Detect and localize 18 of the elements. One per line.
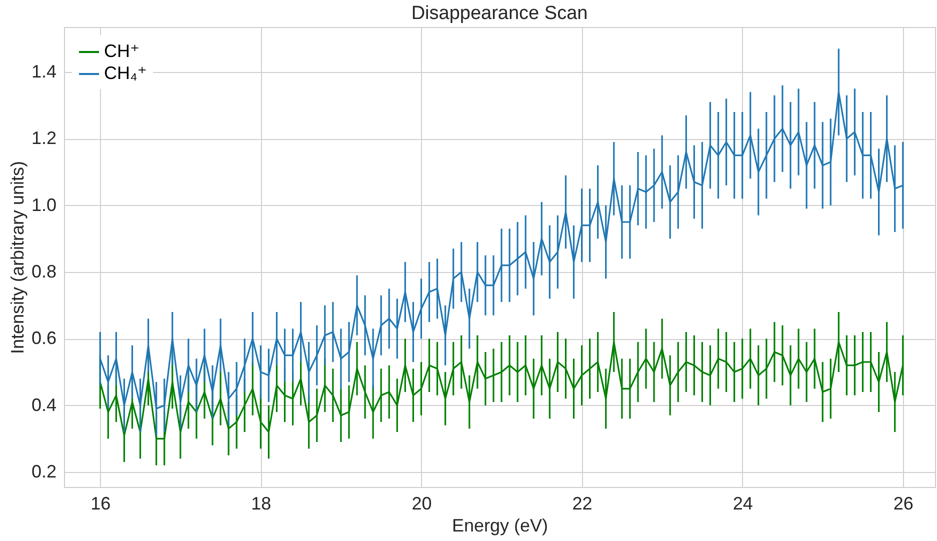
x-tick-label: 26 — [893, 494, 914, 514]
y-tick-label: 1.2 — [31, 128, 56, 148]
y-tick-label: 0.6 — [31, 328, 56, 348]
legend-label: CH⁺ — [104, 41, 140, 61]
y-tick-label: 0.4 — [31, 394, 56, 415]
x-tick-label: 24 — [732, 494, 753, 514]
chart-title: Disappearance Scan — [411, 3, 588, 24]
x-tick-label: 20 — [412, 494, 432, 514]
y-tick-label: 1.0 — [31, 194, 56, 215]
x-tick-label: 16 — [90, 494, 111, 514]
y-tick-label: 1.4 — [31, 62, 56, 82]
x-axis-title: Energy (eV) — [452, 516, 548, 536]
legend-label: CH₄⁺ — [104, 63, 147, 83]
y-axis-title: Intensity (arbitrary units) — [7, 160, 28, 354]
x-tick-label: 22 — [572, 494, 592, 514]
x-tick-label: 18 — [251, 494, 272, 514]
y-tick-label: 0.2 — [31, 462, 56, 482]
y-tick-label: 0.8 — [31, 262, 56, 282]
